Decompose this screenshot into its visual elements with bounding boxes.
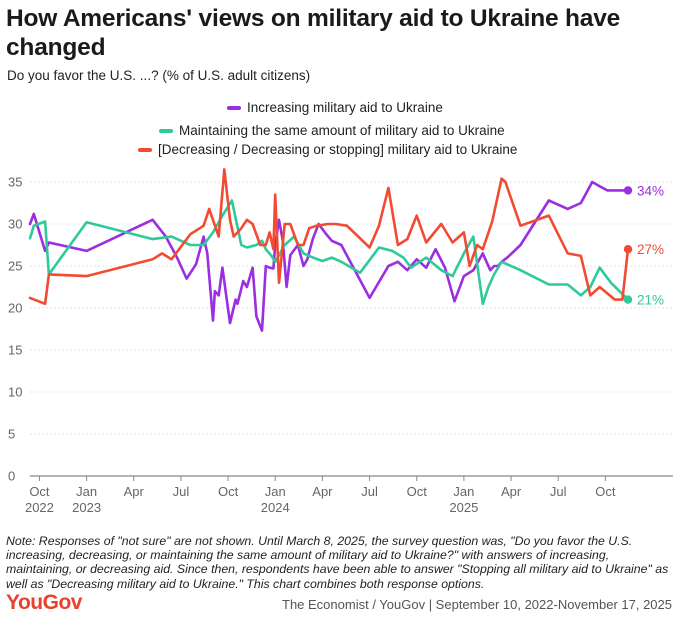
y-tick-label: 35 <box>8 175 22 190</box>
x-tick-label: Jan <box>453 484 474 499</box>
series-end-label-increasing: 34% <box>637 183 664 198</box>
legend-label-decreasing: [Decreasing / Decreasing or stopping] mi… <box>158 142 518 157</box>
x-tick-label: Jan <box>265 484 286 499</box>
chart-note: Note: Responses of "not sure" are not sh… <box>6 534 669 591</box>
x-tick-label: Jul <box>361 484 378 499</box>
x-tick-label: Oct <box>595 484 616 499</box>
y-tick-label: 20 <box>8 301 22 316</box>
legend-item-increasing: Increasing military aid to Ukraine <box>227 100 443 115</box>
x-tick-label: Jul <box>173 484 190 499</box>
x-tick-year-label: 2023 <box>72 500 101 515</box>
series-end-label-decreasing: 27% <box>637 242 664 257</box>
series-line-maintaining <box>28 199 630 306</box>
source-credit: The Economist / YouGov | September 10, 2… <box>282 597 672 612</box>
legend-label-increasing: Increasing military aid to Ukraine <box>247 100 443 115</box>
y-tick-label: 5 <box>8 427 15 442</box>
x-tick-label: Jan <box>76 484 97 499</box>
y-tick-label: 15 <box>8 343 22 358</box>
y-tick-label: 30 <box>8 217 22 232</box>
legend-label-maintaining: Maintaining the same amount of military … <box>179 123 505 138</box>
series-end-label-maintaining: 21% <box>637 293 664 308</box>
x-tick-label: Oct <box>407 484 428 499</box>
x-tick-label: Oct <box>29 484 50 499</box>
legend-swatch-increasing <box>227 105 241 110</box>
series-endpoint-decreasing <box>623 245 633 254</box>
series-endpoint-increasing <box>623 186 633 195</box>
y-tick-label: 10 <box>8 385 22 400</box>
chart-subtitle: Do you favor the U.S. ...? (% of U.S. ad… <box>7 68 311 83</box>
x-tick-label: Oct <box>218 484 239 499</box>
legend-item-maintaining: Maintaining the same amount of military … <box>159 123 505 138</box>
legend-swatch-decreasing <box>138 147 152 152</box>
legend-item-decreasing: [Decreasing / Decreasing or stopping] mi… <box>138 142 517 157</box>
x-tick-label: Jul <box>550 484 567 499</box>
legend-swatch-maintaining <box>159 128 173 133</box>
x-tick-year-label: 2025 <box>449 500 478 515</box>
chart-title: How Americans' views on military aid to … <box>6 5 621 61</box>
x-tick-year-label: 2024 <box>261 500 290 515</box>
yougov-logo: YouGov <box>6 591 82 614</box>
series-line-decreasing <box>28 168 630 306</box>
x-tick-label: Apr <box>124 484 145 499</box>
series-endpoint-maintaining <box>623 295 633 304</box>
x-tick-label: Apr <box>312 484 333 499</box>
y-tick-label: 0 <box>8 469 15 484</box>
y-tick-label: 25 <box>8 259 22 274</box>
x-tick-year-label: 2022 <box>25 500 54 515</box>
x-tick-label: Apr <box>501 484 522 499</box>
